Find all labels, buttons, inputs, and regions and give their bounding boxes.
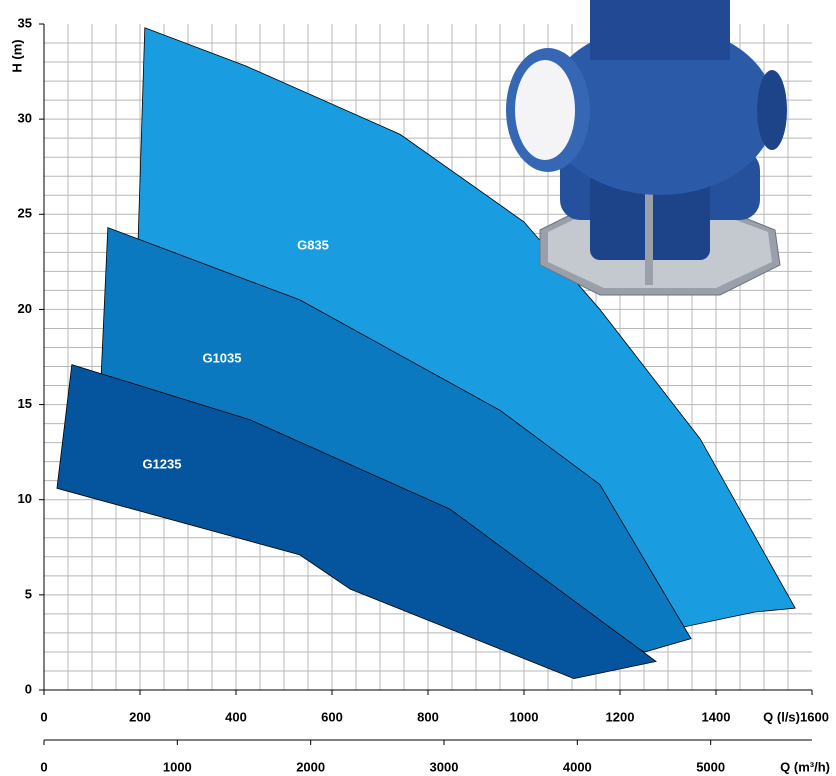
y-axis-label: H (m) (9, 39, 24, 72)
x-tick-label: 1000 (510, 709, 539, 724)
y-tick-label: 15 (18, 396, 32, 411)
areas (43, 24, 812, 691)
series-label: G1035 (202, 350, 241, 365)
x2-tick-label: 5000 (696, 759, 725, 774)
y-tick-label: 35 (18, 15, 32, 30)
x2-tick-label: 3000 (430, 759, 459, 774)
x-tick-label: 1600 (800, 709, 829, 724)
x-tick-label: 600 (321, 709, 343, 724)
x-tick-label: 800 (417, 709, 439, 724)
pump-image (506, 0, 787, 296)
x2-tick-label: 1000 (163, 759, 192, 774)
x2-tick-label: 2000 (296, 759, 325, 774)
x-tick-label: 400 (225, 709, 247, 724)
x-axis-label: Q (l/s) (763, 709, 800, 724)
series-label: G1235 (142, 456, 181, 471)
x-tick-label: 0 (40, 709, 47, 724)
y-tick-label: 25 (18, 206, 32, 221)
y-tick-label: 5 (25, 586, 32, 601)
envelope-area (56, 364, 657, 679)
y-tick-label: 30 (18, 111, 32, 126)
y-tick-label: 10 (18, 491, 32, 506)
y-tick-label: 0 (25, 681, 32, 696)
y-tick-label: 20 (18, 301, 32, 316)
x-tick-label: 1400 (702, 709, 731, 724)
labels: 0 5 10 15 20 25 30 35 0 200 400 600 800 1000 1200 1400 1… (9, 15, 830, 774)
x2-tick-label: 4000 (563, 759, 592, 774)
x2-axis-label: Q (m³/h) (780, 759, 830, 774)
x-tick-label: 1200 (606, 709, 635, 724)
series-label: G835 (297, 237, 329, 252)
x-tick-label: 200 (129, 709, 151, 724)
x2-tick-label: 0 (40, 759, 47, 774)
